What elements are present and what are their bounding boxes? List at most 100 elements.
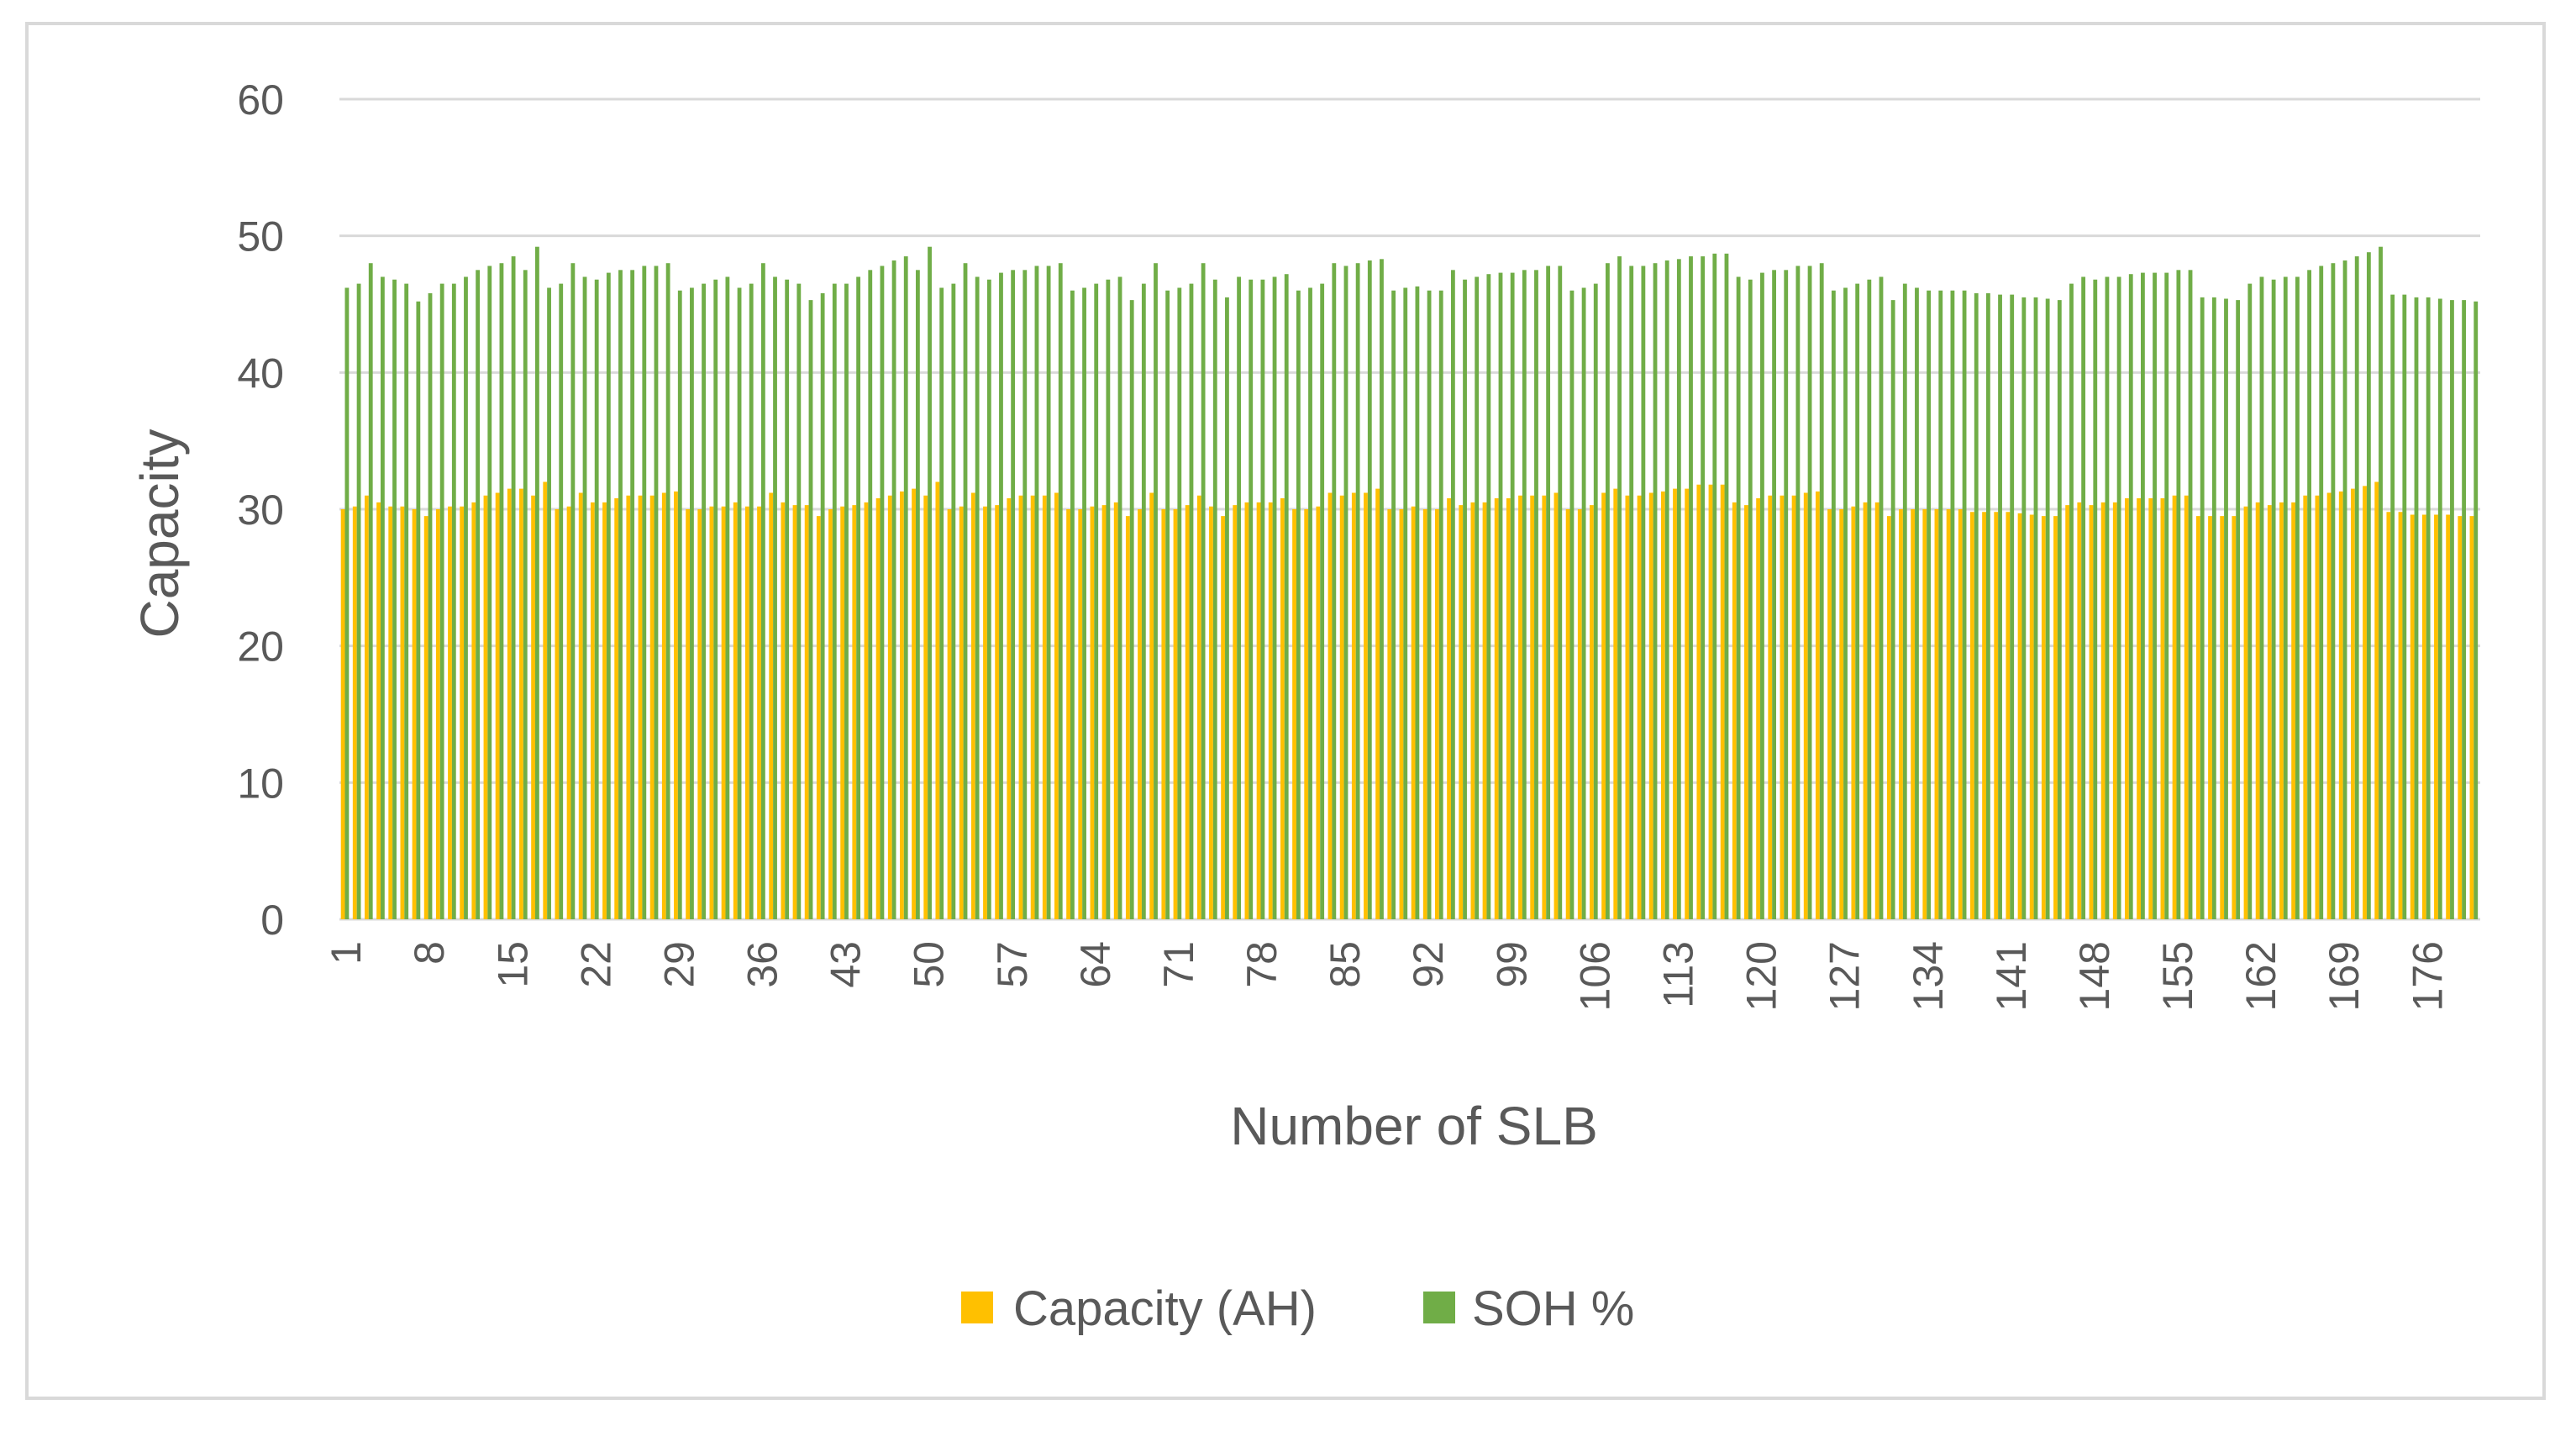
- bar-capacity: [2006, 512, 2011, 919]
- bar-soh: [2379, 246, 2383, 919]
- bar-capacity: [1673, 488, 1677, 919]
- bar-soh: [1391, 290, 1396, 919]
- y-tick-label: 20: [237, 623, 284, 671]
- bar-soh: [1676, 259, 1681, 919]
- bar-soh: [1664, 260, 1669, 919]
- bar-soh: [618, 270, 623, 919]
- bar-soh: [1201, 263, 1206, 919]
- bar-capacity: [614, 497, 619, 919]
- bar-soh: [1569, 290, 1575, 919]
- bar-capacity: [1138, 509, 1142, 919]
- bar-capacity: [448, 506, 452, 919]
- bar-soh: [594, 279, 599, 920]
- bar-capacity: [1339, 495, 1344, 919]
- bar-soh: [2057, 300, 2062, 919]
- bar-soh: [2402, 294, 2407, 919]
- bar-capacity: [2446, 514, 2451, 919]
- bar-soh: [1546, 266, 1551, 919]
- bar-soh: [1879, 276, 1884, 919]
- bar-capacity: [2363, 486, 2367, 919]
- bar-capacity: [1577, 509, 1582, 919]
- bar-soh: [1867, 279, 1872, 920]
- bar-soh: [356, 283, 361, 920]
- bar-soh: [2259, 276, 2264, 919]
- bar-capacity: [626, 495, 631, 919]
- bar-capacity: [1364, 492, 1368, 919]
- bar-soh: [1807, 266, 1812, 919]
- bar-soh: [582, 276, 587, 919]
- bar-soh: [1927, 290, 1932, 919]
- bar-capacity: [566, 506, 571, 919]
- bar-capacity: [1565, 509, 1570, 919]
- bar-capacity: [1161, 509, 1166, 919]
- x-tick-label: 85: [1322, 941, 1369, 988]
- bar-soh: [654, 266, 659, 919]
- bar-capacity: [495, 492, 500, 919]
- bar-capacity: [959, 506, 964, 919]
- x-tick-label: 120: [1738, 941, 1785, 1011]
- bar-soh: [630, 270, 635, 919]
- bar-capacity: [1196, 495, 1201, 919]
- bar-soh: [1129, 300, 1134, 919]
- bar-capacity: [769, 492, 774, 919]
- bar-capacity: [423, 516, 428, 919]
- bar-soh: [963, 263, 968, 919]
- bar-capacity: [721, 506, 726, 919]
- bar-soh: [1070, 290, 1075, 919]
- bar-capacity: [412, 509, 417, 919]
- x-tick-label: 155: [2154, 941, 2201, 1011]
- bar-soh: [1985, 292, 1990, 919]
- bar-capacity: [1874, 502, 1879, 919]
- bar-soh: [1653, 263, 1658, 919]
- bar-capacity: [2267, 505, 2272, 919]
- bar-capacity: [352, 506, 357, 919]
- bar-soh: [2426, 297, 2431, 919]
- bar-capacity: [2410, 514, 2415, 919]
- bar-capacity: [875, 497, 881, 919]
- bar-soh: [1165, 290, 1170, 919]
- bar-soh: [2224, 298, 2228, 919]
- legend-swatch-capacity: [961, 1292, 993, 1323]
- bar-capacity: [995, 505, 1000, 919]
- bar-capacity: [2184, 495, 2189, 919]
- bar-soh: [1284, 274, 1289, 919]
- bar-soh: [344, 287, 350, 920]
- bar-capacity: [1791, 495, 1796, 919]
- bar-soh: [2295, 276, 2300, 919]
- y-axis-title: Capacity: [129, 429, 190, 639]
- bar-soh: [476, 270, 481, 919]
- x-tick-label: 78: [1238, 941, 1285, 988]
- y-tick-label: 60: [237, 76, 284, 124]
- bar-soh: [2033, 297, 2038, 919]
- bar-capacity: [1233, 505, 1238, 919]
- bar-soh: [1736, 276, 1741, 919]
- bar-soh: [535, 246, 539, 919]
- bar-soh: [1355, 263, 1360, 919]
- bar-capacity: [1590, 505, 1594, 919]
- bar-capacity: [709, 506, 714, 919]
- bar-soh: [1843, 287, 1848, 920]
- x-tick-label: 99: [1488, 941, 1535, 988]
- bar-capacity: [1601, 492, 1606, 919]
- bar-capacity: [340, 509, 345, 919]
- bar-soh: [1011, 270, 1016, 919]
- bar-capacity: [1351, 492, 1356, 919]
- bar-capacity: [2421, 514, 2426, 919]
- bar-soh: [1606, 263, 1610, 919]
- bar-soh: [1058, 263, 1063, 919]
- bar-capacity: [1042, 495, 1047, 919]
- bar-soh: [939, 287, 944, 920]
- bar-capacity: [1530, 495, 1535, 919]
- bar-capacity: [1422, 509, 1427, 919]
- bar-capacity: [1994, 512, 1999, 919]
- bar-soh: [404, 283, 409, 920]
- bar-soh: [2069, 283, 2074, 920]
- bar-capacity: [2041, 516, 2046, 919]
- bar-capacity: [388, 506, 393, 919]
- bar-soh: [1177, 287, 1182, 920]
- bar-capacity: [483, 495, 488, 919]
- bar-capacity: [674, 491, 678, 919]
- bar-capacity: [649, 495, 655, 919]
- bar-capacity: [1149, 492, 1154, 919]
- bar-soh: [677, 290, 682, 919]
